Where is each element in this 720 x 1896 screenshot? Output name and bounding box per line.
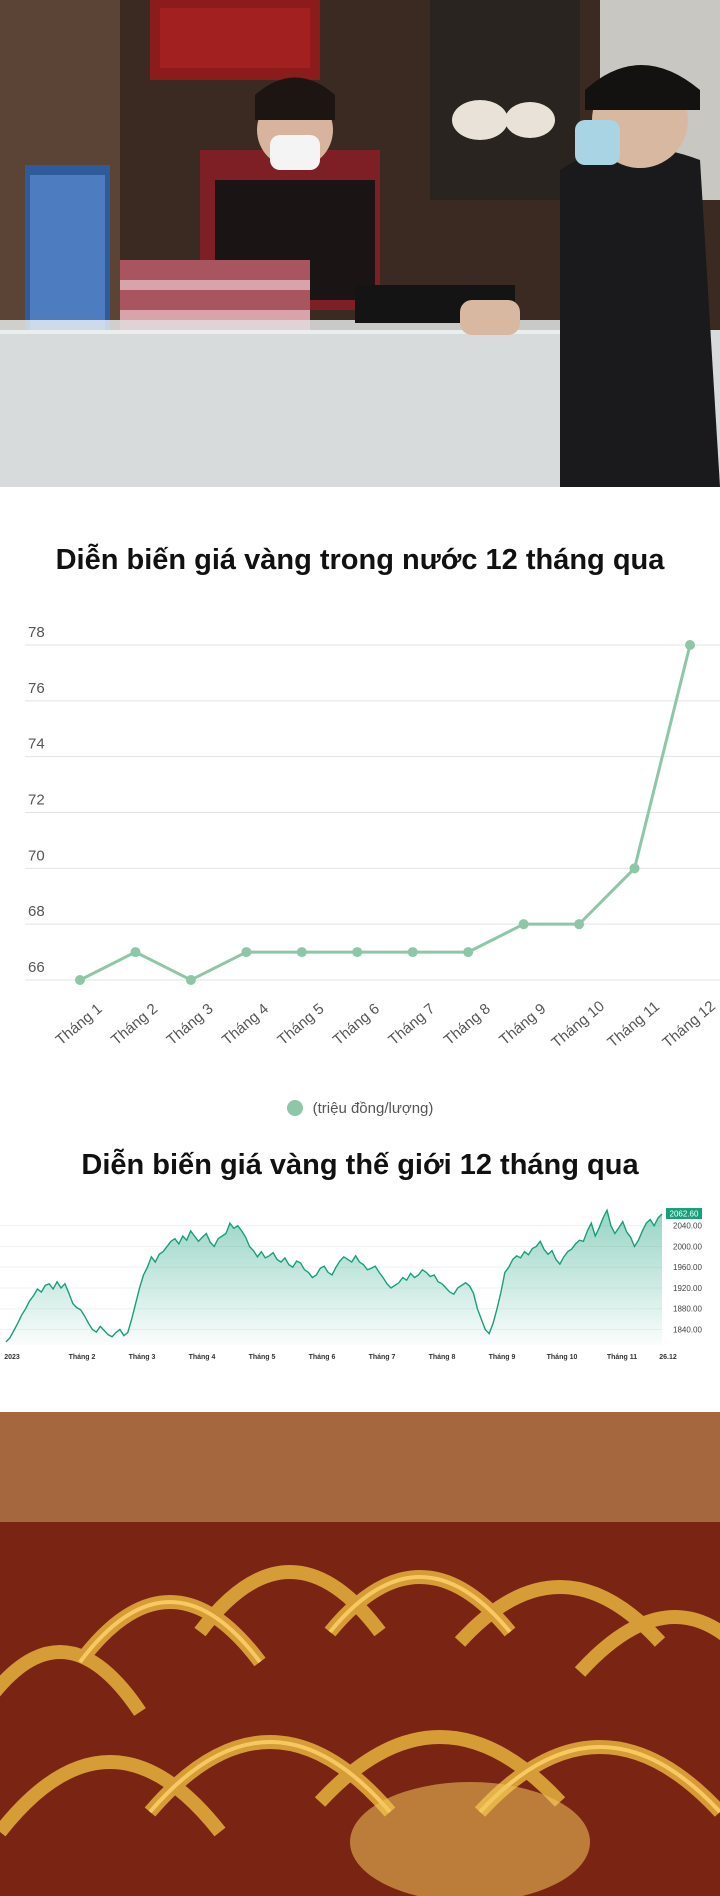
y-tick-label: 78 (28, 624, 45, 641)
photo-gold-bracelets (0, 1412, 720, 1896)
y-axis-ticks-world: 1840.00 1880.00 1920.00 1960.00 2000.00 2040.… (673, 1222, 702, 1335)
legend-marker (286, 1100, 303, 1116)
last-price-badge: 2062.60 (666, 1208, 702, 1220)
x-tick-label: Tháng 2 (108, 1000, 161, 1048)
data-point (296, 947, 307, 958)
photo-gold-shop (0, 0, 720, 487)
series-points-domestic (75, 640, 695, 985)
x-tick-label: Tháng 7 (385, 1000, 438, 1048)
x-tick-label: Tháng 5 (274, 1000, 327, 1048)
data-point (574, 919, 585, 930)
x-tick-label: Tháng 7 (369, 1354, 396, 1361)
series-line-world (5, 1208, 663, 1343)
data-point (75, 975, 85, 985)
x-tick-label: Tháng 3 (129, 1354, 156, 1361)
y-tick-label: 1880.00 (673, 1305, 702, 1314)
x-tick-label: 2023 (4, 1354, 20, 1361)
y-tick-label: 66 (28, 959, 45, 976)
y-tick-label: 1840.00 (673, 1325, 702, 1334)
chart-title-domestic: Diễn biến giá vàng trong nước 12 tháng q… (55, 544, 665, 576)
series-line-domestic (79, 644, 692, 982)
x-tick-label: Tháng 11 (604, 998, 663, 1050)
y-tick-label: 1920.00 (673, 1284, 702, 1293)
data-point (185, 975, 196, 985)
x-tick-label: Tháng 3 (163, 1000, 216, 1048)
data-point (629, 863, 640, 874)
y-tick-label: 2040.00 (673, 1222, 702, 1231)
x-tick-label: Tháng 11 (607, 1354, 637, 1361)
x-tick-label: Tháng 12 (659, 998, 718, 1050)
x-tick-label: Tháng 8 (441, 1000, 494, 1048)
x-tick-label: Tháng 1 (53, 1000, 106, 1048)
x-tick-label: Tháng 4 (189, 1354, 216, 1361)
x-tick-label: 26.12 (659, 1354, 677, 1361)
x-tick-label: Tháng 5 (249, 1354, 276, 1361)
chart-gridlines (25, 644, 720, 981)
x-tick-label: Tháng 2 (69, 1354, 96, 1361)
data-point (518, 919, 529, 930)
data-point (352, 947, 363, 958)
y-tick-label: 76 (28, 680, 45, 697)
photo-gold-bracelets-illustration (0, 1412, 720, 1896)
x-tick-label: Tháng 6 (330, 1000, 383, 1048)
x-tick-label: Tháng 10 (547, 1354, 578, 1361)
series-area-world (6, 1210, 662, 1345)
y-tick-label: 2000.00 (673, 1242, 702, 1251)
x-tick-label: Tháng 4 (219, 1000, 272, 1048)
y-tick-label: 72 (28, 792, 45, 809)
data-point (130, 947, 141, 958)
x-axis-ticks: Tháng 1 Tháng 2 Tháng 3 Tháng 4 Tháng 5 Tháng… (53, 998, 719, 1050)
data-point (241, 947, 252, 958)
y-tick-label: 74 (28, 736, 45, 753)
data-point (463, 947, 474, 958)
legend-label: (triệu đồng/lượng) (312, 1100, 434, 1117)
chart-world-gold-price: 1840.00 1880.00 1920.00 1960.00 2000.00 2040.… (0, 1208, 702, 1361)
x-axis-ticks-world: 2023 Tháng 2 Tháng 3 Tháng 4 Tháng 5 Tháng 6 T… (4, 1354, 677, 1361)
x-tick-label: Tháng 8 (429, 1354, 456, 1361)
x-tick-label: Tháng 9 (489, 1354, 516, 1361)
last-price-label: 2062.60 (670, 1210, 699, 1219)
last-price-badge-bg (666, 1208, 702, 1220)
x-tick-label: Tháng 9 (496, 1000, 549, 1048)
data-point (407, 947, 418, 958)
chart-title-world: Diễn biến giá vàng thế giới 12 tháng qua (81, 1149, 639, 1181)
y-axis-ticks: 66 68 70 72 74 76 78 (28, 624, 45, 976)
y-tick-label: 68 (28, 903, 45, 920)
y-tick-label: 70 (28, 847, 45, 864)
photo-gold-shop-illustration (0, 0, 720, 487)
x-tick-label: Tháng 10 (548, 998, 607, 1050)
x-tick-label: Tháng 6 (309, 1354, 336, 1361)
y-tick-label: 1960.00 (673, 1263, 702, 1272)
data-point (685, 640, 695, 650)
chart-legend: (triệu đồng/lượng) (0, 1100, 720, 1117)
